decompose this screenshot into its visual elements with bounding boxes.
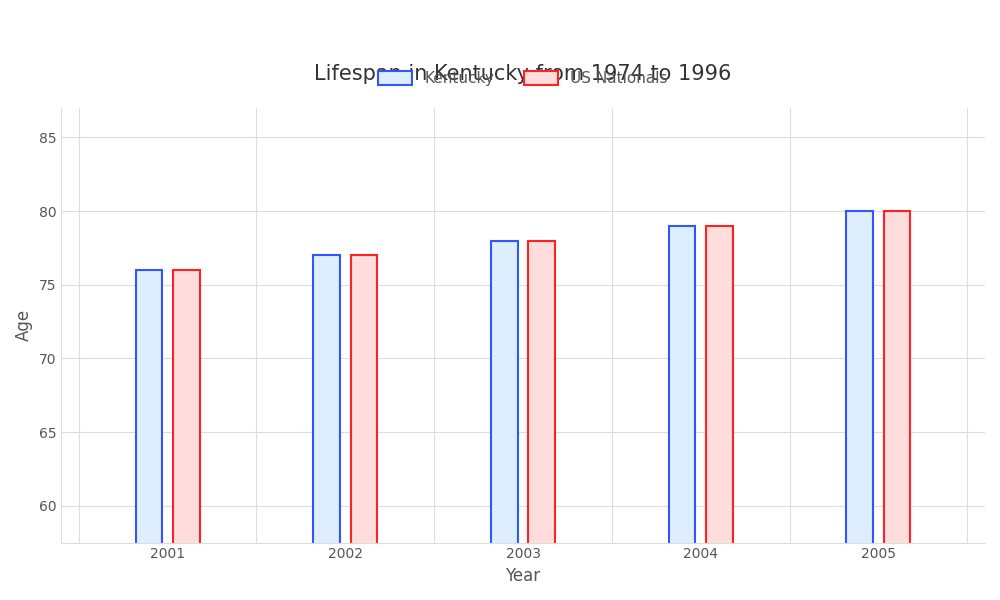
Bar — [136, 270, 162, 600]
Legend: Kentucky, US Nationals: Kentucky, US Nationals — [371, 64, 675, 94]
Bar — [351, 256, 377, 600]
Bar — [669, 226, 695, 600]
Title: Lifespan in Kentucky from 1974 to 1996: Lifespan in Kentucky from 1974 to 1996 — [314, 64, 732, 84]
Bar — [313, 256, 340, 600]
Bar — [706, 226, 733, 600]
X-axis label: Year: Year — [505, 567, 541, 585]
Bar — [491, 241, 518, 600]
Bar — [846, 211, 873, 600]
Bar — [173, 270, 200, 600]
Y-axis label: Age: Age — [15, 309, 33, 341]
Bar — [884, 211, 910, 600]
Bar — [528, 241, 555, 600]
